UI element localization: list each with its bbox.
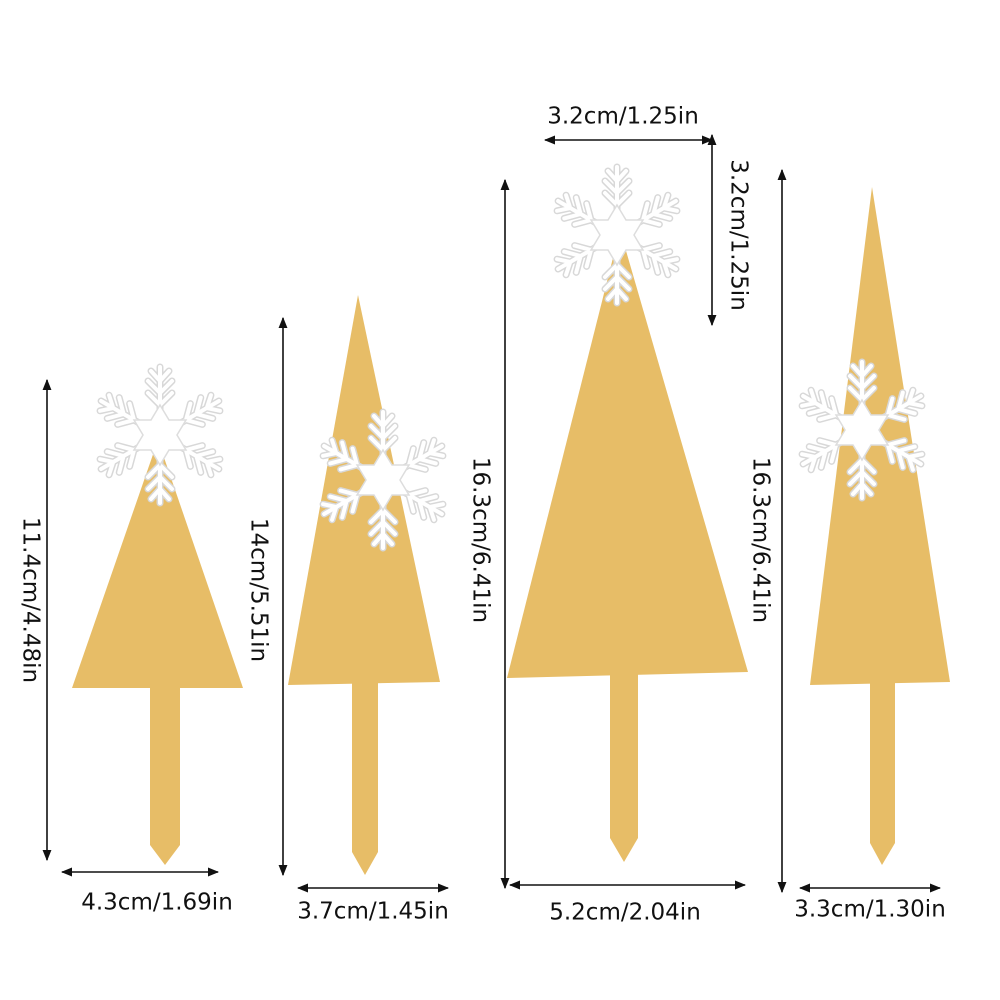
- width-label: 5.2cm/2.04in: [549, 900, 701, 926]
- height-label: 16.3cm/6.41in: [748, 457, 774, 623]
- tree-3: 16.3cm/6.41in 5.2cm/2.04in 3.2cm/1.25in …: [468, 104, 752, 926]
- height-label: 11.4cm/4.48in: [18, 517, 44, 683]
- height-label: 14cm/5.51in: [246, 518, 272, 662]
- tree-1: 11.4cm/4.48in 4.3cm/1.69in: [18, 367, 243, 916]
- tree-2: 14cm/5.51in 3.7cm/1.45in: [246, 295, 450, 925]
- height-label: 16.3cm/6.41in: [468, 457, 494, 623]
- width-label: 3.7cm/1.45in: [297, 899, 449, 925]
- topper-width-label: 3.2cm/1.25in: [547, 104, 699, 130]
- topper-height-label: 3.2cm/1.25in: [726, 159, 752, 311]
- width-label: 4.3cm/1.69in: [81, 890, 233, 916]
- width-label: 3.3cm/1.30in: [794, 897, 946, 923]
- tree-4: 16.3cm/6.41in 3.3cm/1.30in: [748, 168, 950, 923]
